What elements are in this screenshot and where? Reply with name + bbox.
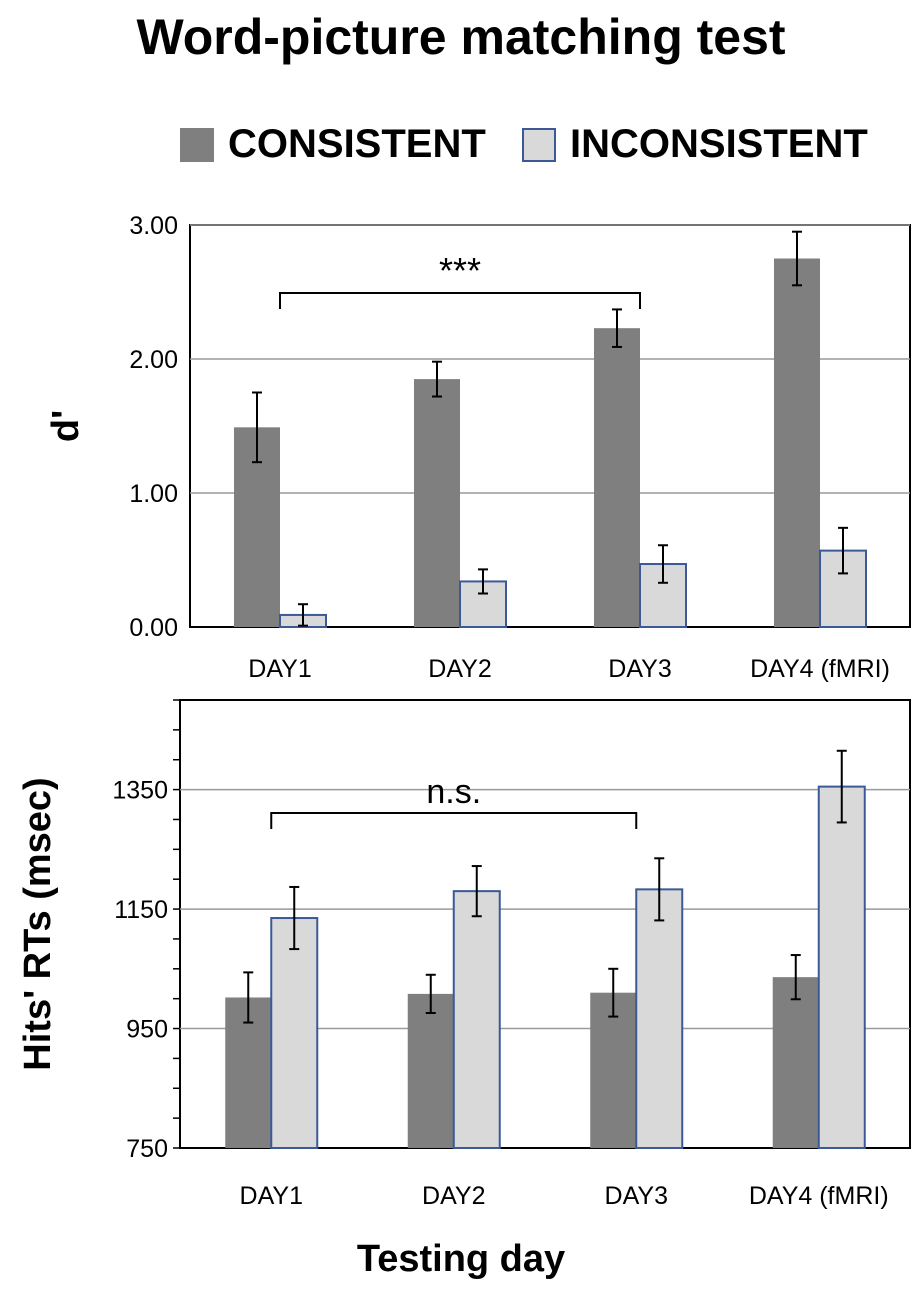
x-tick-label: DAY2 — [428, 655, 491, 683]
legend-label-consistent: CONSISTENT — [228, 122, 486, 166]
bar-inconsistent-day2 — [452, 890, 501, 1149]
y-tick-label: 1150 — [114, 896, 168, 924]
legend-swatch-inconsistent — [522, 127, 556, 162]
bar-consistent-day4-fmri — [772, 977, 819, 1148]
y-tick-label: 0.00 — [129, 614, 178, 642]
bar-consistent-day3 — [594, 328, 640, 627]
x-axis-title: Testing day — [356, 1238, 566, 1280]
x-tick-label: DAY3 — [608, 655, 671, 683]
x-tick-label: DAY1 — [248, 655, 311, 683]
x-tick-label: DAY3 — [605, 1182, 668, 1210]
y-tick-label: 1.00 — [129, 480, 178, 508]
y-tick-label: 750 — [126, 1135, 168, 1163]
bar-consistent-day2 — [407, 993, 454, 1148]
legend-item-consistent: CONSISTENT — [180, 122, 486, 167]
bar-consistent-day2 — [414, 379, 460, 627]
legend-label-inconsistent: INCONSISTENT — [570, 122, 868, 166]
legend-swatch-consistent — [180, 127, 214, 162]
chart-title: Word-picture matching test — [136, 9, 786, 65]
significance-label: n.s. — [426, 773, 481, 811]
y-tick-label: 950 — [126, 1016, 168, 1044]
x-tick-label: DAY4 (fMRI) — [749, 1182, 889, 1210]
legend: CONSISTENT INCONSISTENT — [0, 122, 922, 182]
significance-bracket — [279, 292, 641, 309]
x-tick-label: DAY1 — [240, 1182, 303, 1210]
bar-inconsistent-day1 — [270, 917, 319, 1149]
legend-item-inconsistent: INCONSISTENT — [522, 122, 868, 167]
bar-consistent-day3 — [590, 992, 637, 1148]
bar-inconsistent-day3 — [635, 888, 684, 1149]
significance-bracket — [270, 812, 638, 829]
x-tick-label: DAY2 — [422, 1182, 485, 1210]
bar-inconsistent-day4-fmri — [817, 785, 866, 1149]
dprime-chart: 0.00 1.00 2.00 3.00 DAY1 DAY2 DAY3 DAY4 (fMRI) *… — [45, 212, 911, 683]
x-tick-label: DAY4 (fMRI) — [750, 655, 890, 683]
rt-chart: 750 950 1150 1350 DAY1 DAY2 DAY3 DAY4 (fMRI) n.s… — [17, 699, 911, 1210]
y-axis-title: d' — [45, 410, 87, 442]
y-tick-label: 1350 — [112, 777, 168, 805]
significance-label: *** — [439, 250, 481, 291]
bar-consistent-day4-fmri — [774, 258, 820, 627]
y-axis-title: Hits' RTs (msec) — [17, 777, 59, 1070]
y-tick-label: 2.00 — [129, 346, 178, 374]
y-tick-label: 3.00 — [129, 212, 178, 240]
